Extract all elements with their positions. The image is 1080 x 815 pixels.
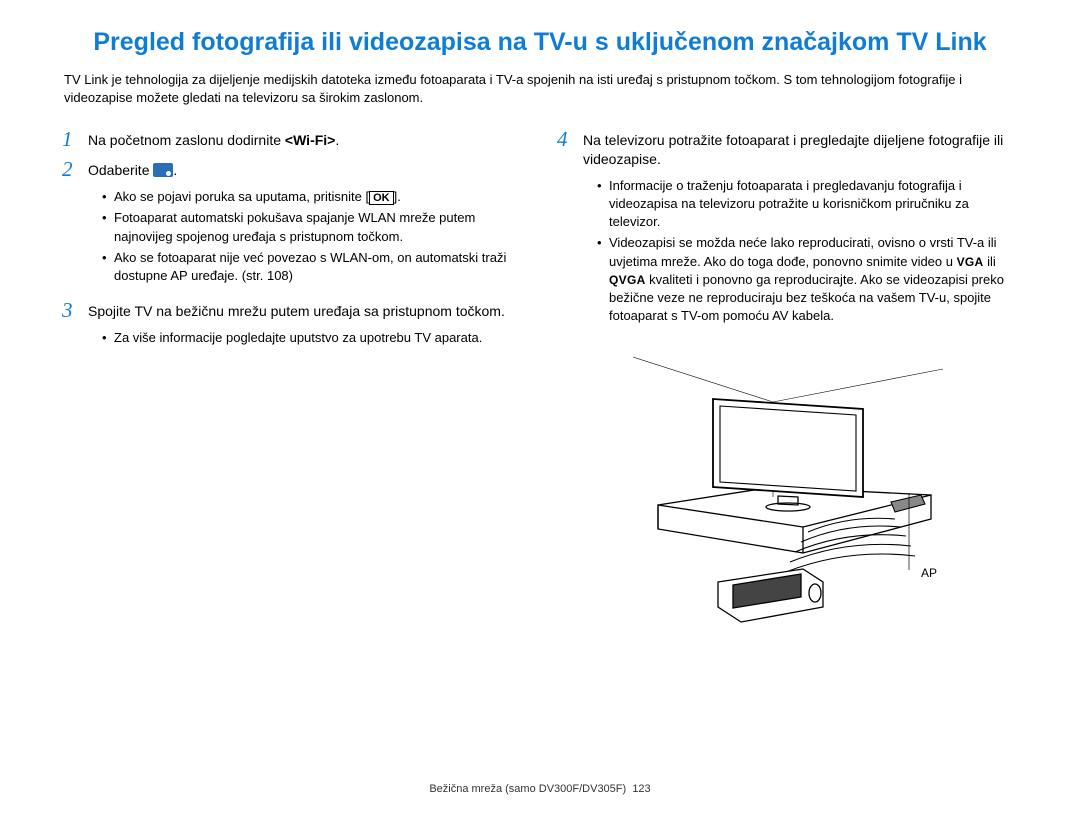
ok-button-glyph: OK — [369, 191, 394, 205]
step-text: Odaberite . — [88, 158, 177, 180]
step-4-sublist: Informacije o traženju fotoaparata i pre… — [597, 177, 1018, 326]
page-title: Pregled fotografija ili videozapisa na T… — [62, 28, 1018, 57]
vga-label: VGA — [957, 255, 984, 269]
step-number: 3 — [62, 299, 88, 321]
intro-paragraph: TV Link je tehnologija za dijeljenje med… — [62, 71, 1018, 106]
qvga-label: QVGA — [609, 273, 646, 287]
list-item: Videozapisi se možda neće lako reproduci… — [597, 234, 1018, 325]
step-text: Na početnom zaslonu dodirnite <Wi-Fi>. — [88, 128, 339, 150]
left-column: 1 Na početnom zaslonu dodirnite <Wi-Fi>.… — [62, 128, 523, 632]
right-column: 4 Na televizoru potražite fotoaparat i p… — [557, 128, 1018, 632]
ap-label: AP — [921, 566, 937, 580]
tvlink-icon — [153, 163, 173, 177]
step-3: 3 Spojite TV na bežičnu mrežu putem uređ… — [62, 299, 523, 321]
step-text: Spojite TV na bežičnu mrežu putem uređaj… — [88, 299, 505, 321]
step-3-sublist: Za više informacije pogledajte uputstvo … — [102, 329, 523, 347]
step-4: 4 Na televizoru potražite fotoaparat i p… — [557, 128, 1018, 169]
step-number: 2 — [62, 158, 88, 180]
list-item: Za više informacije pogledajte uputstvo … — [102, 329, 523, 347]
step-number: 4 — [557, 128, 583, 169]
step-2: 2 Odaberite . — [62, 158, 523, 180]
step-number: 1 — [62, 128, 88, 150]
list-item: Informacije o traženju fotoaparata i pre… — [597, 177, 1018, 232]
list-item: Ako se fotoaparat nije već povezao s WLA… — [102, 249, 523, 285]
step-text: Na televizoru potražite fotoaparat i pre… — [583, 128, 1018, 169]
step-2-sublist: Ako se pojavi poruka sa uputama, pritisn… — [102, 188, 523, 285]
step-1: 1 Na početnom zaslonu dodirnite <Wi-Fi>. — [62, 128, 523, 150]
two-column-layout: 1 Na početnom zaslonu dodirnite <Wi-Fi>.… — [62, 128, 1018, 632]
tv-camera-illustration: AP — [623, 347, 953, 632]
page-footer: Bežična mreža (samo DV300F/DV305F) 123 — [0, 783, 1080, 795]
list-item: Ako se pojavi poruka sa uputama, pritisn… — [102, 188, 523, 206]
list-item: Fotoaparat automatski pokušava spajanje … — [102, 209, 523, 245]
